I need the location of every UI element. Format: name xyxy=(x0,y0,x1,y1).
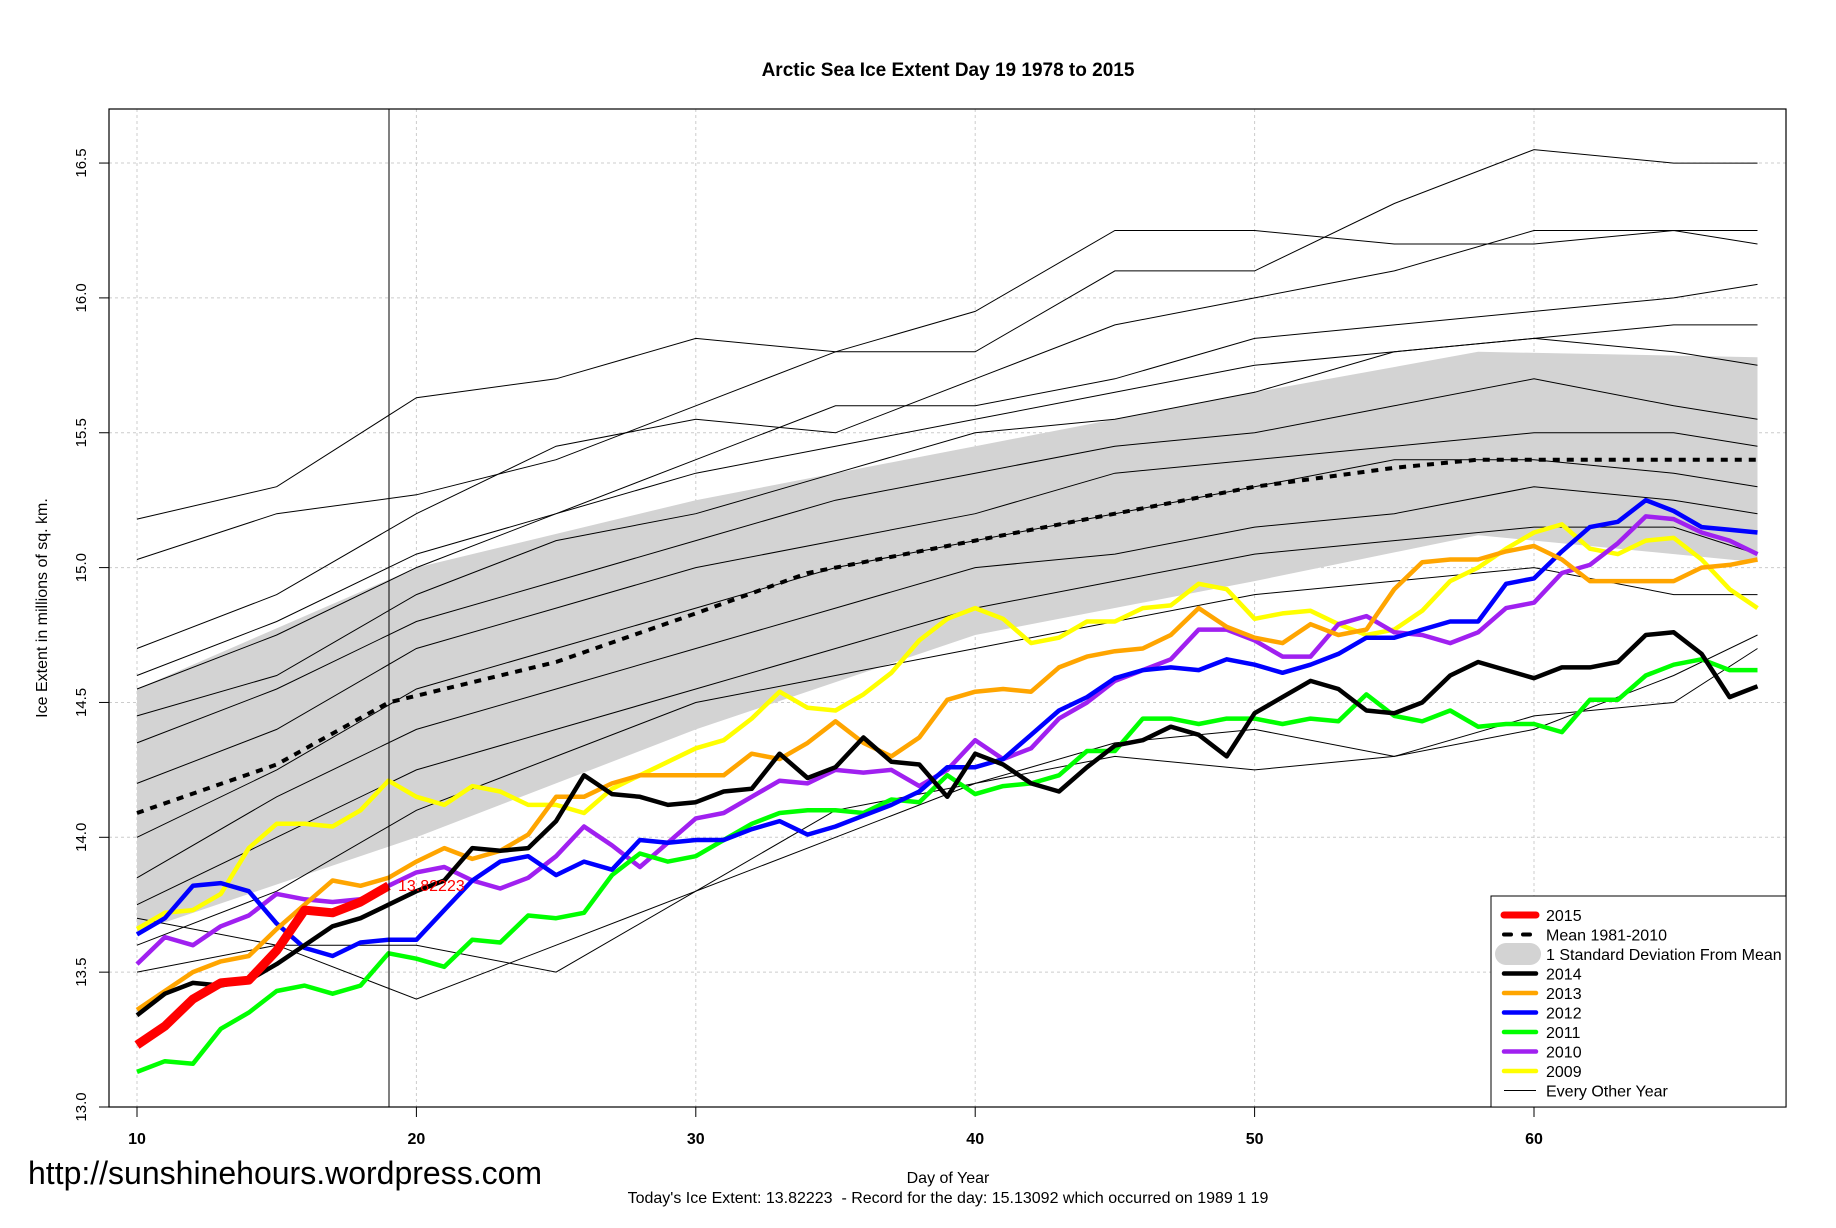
series-line-2009 xyxy=(135,522,1759,931)
x-tick-label: 20 xyxy=(408,1131,426,1148)
legend-label: 1 Standard Deviation From Mean xyxy=(1546,947,1782,964)
sd-band-area xyxy=(137,351,1758,932)
x-tick-label: 40 xyxy=(966,1131,984,1148)
watermark-url: http://sunshinehours.wordpress.com xyxy=(28,1155,542,1191)
x-axis-label: Day of Year xyxy=(907,1170,990,1187)
legend-label: 2012 xyxy=(1546,1006,1582,1023)
x-tick-label: 30 xyxy=(687,1131,705,1148)
other-year-line xyxy=(136,283,1758,690)
legend: 2015 Mean 1981-2010 1 Standard Deviation F… xyxy=(1490,895,1787,1108)
y-tick-label: 16.5 xyxy=(73,148,90,177)
series-line-2012 xyxy=(135,497,1758,959)
other-year-line xyxy=(136,432,1758,784)
mean-1981-2010-line xyxy=(136,457,1758,815)
series-line-2014 xyxy=(135,630,1759,1018)
mean-line xyxy=(136,457,1758,815)
plot-frame xyxy=(108,108,1787,1108)
legend-label: Mean 1981-2010 xyxy=(1546,928,1667,945)
legend-label: Every Other Year xyxy=(1546,1084,1669,1101)
y-tick-label: 15.5 xyxy=(73,418,90,447)
sd-band xyxy=(137,351,1758,932)
y-axis: 13.0 13.5 14.0 14.5 15.0 15.5 16.0 16.5 xyxy=(73,148,109,1122)
other-year-line xyxy=(136,567,1758,946)
legend-label: 2010 xyxy=(1546,1045,1582,1062)
other-year-line xyxy=(136,486,1758,879)
legend-box xyxy=(1490,895,1787,1108)
legend-label: 2011 xyxy=(1546,1025,1581,1042)
series-line-2013 xyxy=(135,543,1758,1012)
y-tick-label: 16.0 xyxy=(73,283,90,312)
footer-summary: Today's Ice Extent: 13.82223 - Record fo… xyxy=(628,1190,1269,1207)
chart-title: Arctic Sea Ice Extent Day 19 1978 to 201… xyxy=(762,60,1135,81)
y-tick-label: 13.0 xyxy=(73,1092,90,1121)
y-tick-label: 13.5 xyxy=(73,958,90,987)
x-tick-label: 50 xyxy=(1246,1131,1264,1148)
x-axis: 10 20 30 40 50 60 xyxy=(128,1107,1543,1148)
other-year-line xyxy=(136,229,1758,560)
legend-label: 2015 xyxy=(1546,908,1582,925)
y-tick-label: 14.5 xyxy=(73,688,90,717)
series-line-2011 xyxy=(136,657,1758,1075)
y-axis-label: Ice Extent in millions of sq. km. xyxy=(34,498,51,718)
current-value-label: 13.82223 xyxy=(398,878,465,895)
y-tick-label: 15.0 xyxy=(73,553,90,582)
other-year-line xyxy=(136,324,1758,717)
y-tick-label: 14.0 xyxy=(73,823,90,852)
highlighted-years xyxy=(134,497,1759,1075)
legend-label: 2013 xyxy=(1546,986,1582,1003)
legend-label: 2009 xyxy=(1546,1064,1582,1081)
x-tick-label: 10 xyxy=(128,1131,146,1148)
x-tick-label: 60 xyxy=(1525,1131,1543,1148)
legend-label: 2014 xyxy=(1546,967,1582,984)
other-year-line xyxy=(136,149,1758,520)
other-year-line xyxy=(136,634,1758,1000)
other-year-line xyxy=(136,378,1758,744)
other-year-line xyxy=(136,230,1758,649)
legend-swatch xyxy=(1495,943,1541,965)
series-line-2015 xyxy=(134,881,391,1049)
